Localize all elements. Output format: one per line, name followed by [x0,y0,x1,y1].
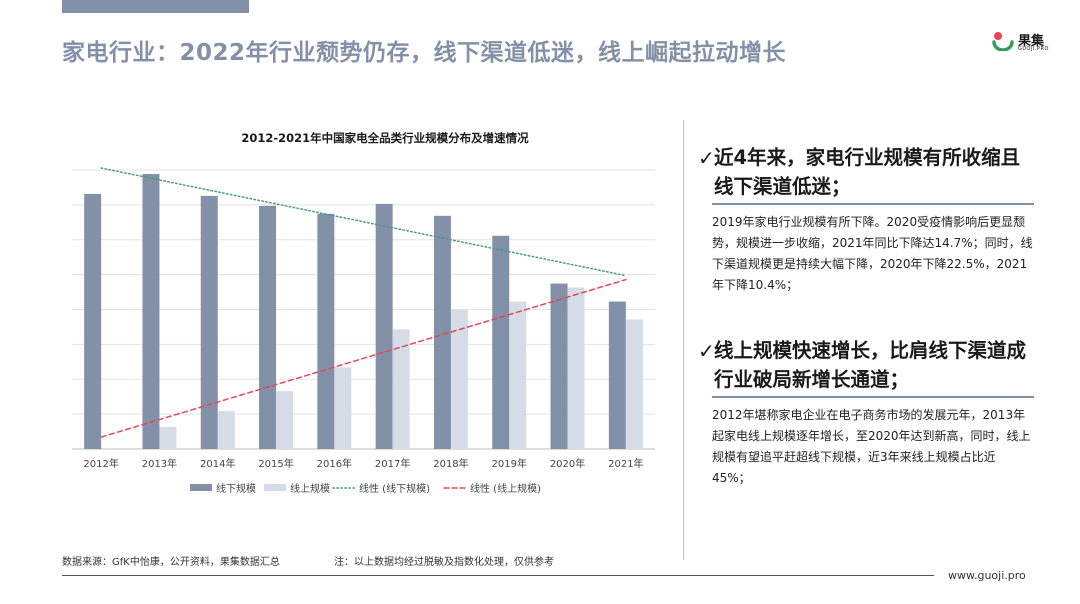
chart-trendlines [100,167,627,438]
insight-body: 2012年堪称家电企业在电子商务市场的发展元年，2013年起家电线上规模逐年增长… [712,408,1031,485]
bar-online [509,301,527,449]
legend-label: 线性 (线下规模) [359,482,430,495]
legend-label: 线下规模 [216,482,256,495]
top-accent-bar [62,0,249,13]
bar-offline [433,215,451,449]
x-tick-label: 2016年 [317,457,352,470]
bar-offline [492,235,510,449]
chart-bars [84,173,643,449]
x-tick-label: 2014年 [200,457,235,470]
chart-legend: 线下规模 线上规模 线性 (线下规模) 线性 (线上规模) [190,482,541,495]
check-icon: ✓ [698,146,715,170]
bar-online [276,391,294,449]
x-tick-label: 2020年 [550,457,585,470]
bar-offline [259,205,277,449]
chart-x-ticks: 2012年 2013年 2014年 2015年 2016年 2017年 2018年 2019年… [83,457,643,470]
insight-point-1: ✓ 近4年来，家电行业规模有所收缩且线下渠道低迷； 2019年家电行业规模有所下… [698,143,1038,296]
trendline-online [100,278,627,438]
logo-text: 果集 [1018,34,1045,49]
legend-item[interactable]: 线上规模 [264,482,330,495]
legend-item[interactable]: 线性 (线下规模) [332,482,430,495]
bar-offline [200,195,218,449]
section-divider [683,120,684,560]
legend-label: 线上规模 [290,482,330,495]
logo-subtext: GUOJI.PRO [1018,46,1049,52]
legend-item[interactable]: 线下规模 [190,482,256,495]
x-tick-label: 2015年 [258,457,293,470]
website-link[interactable]: www.guoji.pro [948,569,1026,582]
check-icon: ✓ [698,339,715,363]
bar-online [567,287,585,449]
data-source: 数据来源：GfK中怡康，公开资料，果集数据汇总 [62,557,280,568]
x-tick-label: 2018年 [433,457,468,470]
insight-body: 2019年家电行业规模有所下降。2020受疫情影响后更显颓势，规模进一步收缩，2… [712,215,1033,292]
x-tick-label: 2021年 [608,457,643,470]
bar-offline [608,301,626,449]
bar-offline [84,193,102,449]
logo-mark-icon [992,32,1014,51]
title-underline [712,396,1034,398]
legend-label: 线性 (线上规模) [470,482,541,495]
insight-title: 近4年来，家电行业规模有所收缩且线下渠道低迷； [714,146,1021,198]
legend-swatch [190,484,212,491]
trendline-offline [100,167,627,277]
footer-divider [62,575,934,576]
bar-online [392,329,410,449]
legend-item[interactable]: 线性 (线上规模) [443,482,541,495]
data-note: 注：以上数据均经过脱敏及指数化处理，仅供参考 [334,557,554,568]
bar-offline [375,203,393,449]
bar-offline [142,173,160,449]
x-tick-label: 2012年 [83,457,118,470]
insight-point-2: ✓ 线上规模快速增长，比肩线下渠道成行业破局新增长通道； 2012年堪称家电企业… [698,336,1038,489]
bar-online [217,411,235,449]
bar-offline [317,213,335,449]
x-tick-label: 2017年 [375,457,410,470]
legend-swatch [264,484,286,491]
title-underline [712,203,1034,205]
page-title: 家电行业：2022年行业颓势仍存，线下渠道低迷，线上崛起拉动增长 [62,40,787,66]
chart-title: 2012-2021年中国家电全品类行业规模分布及增速情况 [241,131,529,145]
bar-online [625,319,643,449]
bar-online [450,309,468,449]
brand-logo[interactable]: 果集 GUOJI.PRO [992,28,1052,54]
x-tick-label: 2013年 [142,457,177,470]
x-tick-label: 2019年 [492,457,527,470]
bar-offline [550,283,568,449]
bar-online [159,427,177,449]
insight-title: 线上规模快速增长，比肩线下渠道成行业破局新增长通道； [714,339,1027,391]
bar-online [334,367,352,449]
